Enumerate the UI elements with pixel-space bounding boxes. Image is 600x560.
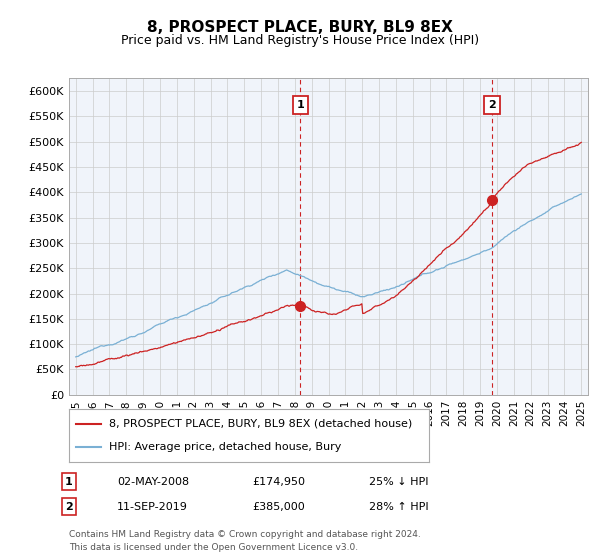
Text: 28% ↑ HPI: 28% ↑ HPI [369,502,428,512]
Text: 02-MAY-2008: 02-MAY-2008 [117,477,189,487]
Text: This data is licensed under the Open Government Licence v3.0.: This data is licensed under the Open Gov… [69,543,358,552]
Text: Contains HM Land Registry data © Crown copyright and database right 2024.: Contains HM Land Registry data © Crown c… [69,530,421,539]
Text: 2: 2 [488,100,496,110]
Text: 2: 2 [65,502,73,512]
Text: 25% ↓ HPI: 25% ↓ HPI [369,477,428,487]
Text: £174,950: £174,950 [252,477,305,487]
Text: 11-SEP-2019: 11-SEP-2019 [117,502,188,512]
Text: 1: 1 [296,100,304,110]
Text: 1: 1 [65,477,73,487]
Text: HPI: Average price, detached house, Bury: HPI: Average price, detached house, Bury [109,442,341,452]
Text: £385,000: £385,000 [252,502,305,512]
Text: Price paid vs. HM Land Registry's House Price Index (HPI): Price paid vs. HM Land Registry's House … [121,34,479,46]
Text: 8, PROSPECT PLACE, BURY, BL9 8EX: 8, PROSPECT PLACE, BURY, BL9 8EX [147,20,453,35]
Text: 8, PROSPECT PLACE, BURY, BL9 8EX (detached house): 8, PROSPECT PLACE, BURY, BL9 8EX (detach… [109,419,412,429]
